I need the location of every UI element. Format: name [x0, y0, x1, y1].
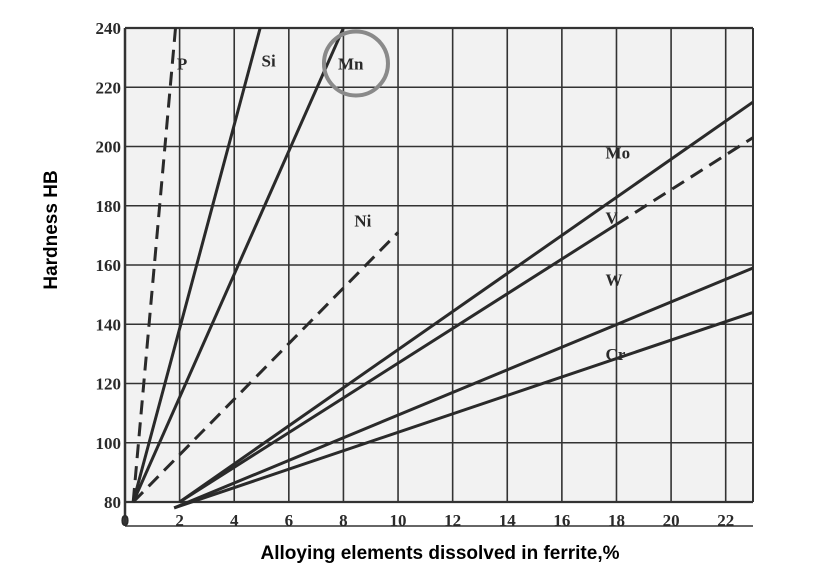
tick-labels: 0 2 4 6 8 10 12 14 16 18 20 22 80 100 120 140 160 180 200 2…: [96, 19, 735, 530]
x-tick-2: 2: [175, 511, 184, 530]
x-tick-14: 14: [499, 511, 517, 530]
series-label-mn: Mn: [338, 54, 364, 73]
x-tick-18: 18: [608, 511, 625, 530]
x-tick-22: 22: [717, 511, 734, 530]
series-label-p: P: [177, 54, 187, 73]
x-axis-title: Alloying elements dissolved in ferrite,%: [261, 543, 620, 564]
x-tick-6: 6: [285, 511, 294, 530]
series-labels: P Si Mn Ni Mo V W Cr: [177, 52, 630, 364]
x-tick-0: 0: [121, 511, 130, 530]
series-lines: [131, 27, 754, 510]
y-axis-title: Hardness HB: [41, 170, 62, 289]
series-line-p: [131, 27, 178, 503]
y-tick-120: 120: [96, 375, 122, 394]
series-line-cr: [173, 310, 754, 510]
grid: [123, 26, 754, 527]
series-line-mo: [178, 100, 754, 504]
x-tick-20: 20: [663, 511, 680, 530]
series-line-v-solid: [178, 223, 618, 504]
series-label-v: V: [606, 209, 619, 228]
series-line-si: [131, 27, 262, 503]
y-tick-240: 240: [96, 19, 122, 38]
y-tick-160: 160: [96, 256, 122, 275]
series-line-v-dashed: [615, 136, 754, 226]
y-tick-80: 80: [104, 493, 121, 512]
y-tick-100: 100: [96, 434, 122, 453]
series-line-ni: [132, 231, 400, 504]
x-tick-12: 12: [444, 511, 461, 530]
y-tick-220: 220: [96, 78, 122, 97]
y-tick-200: 200: [96, 138, 122, 157]
series-line-mn: [131, 27, 345, 503]
mn-highlight-circle: [321, 29, 390, 98]
x-tick-16: 16: [553, 511, 570, 530]
x-tick-8: 8: [339, 511, 348, 530]
series-label-w: W: [606, 271, 623, 290]
series-label-si: Si: [262, 52, 276, 71]
y-tick-180: 180: [96, 197, 122, 216]
series-line-w: [173, 266, 754, 510]
x-tick-10: 10: [390, 511, 407, 530]
series-label-ni: Ni: [354, 211, 371, 230]
y-tick-140: 140: [96, 315, 122, 334]
series-label-cr: Cr: [606, 345, 626, 364]
series-label-mo: Mo: [606, 143, 631, 162]
x-tick-4: 4: [230, 511, 239, 530]
